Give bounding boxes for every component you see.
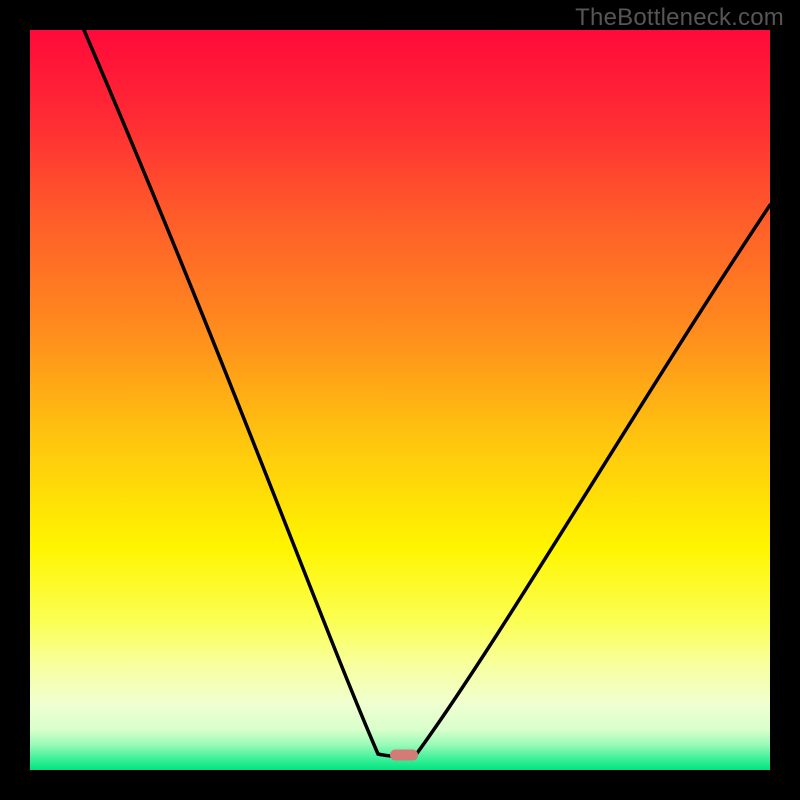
watermark-text: TheBottleneck.com [575,4,784,32]
ideal-marker [390,750,418,761]
plot-background [30,30,770,770]
chart-svg [0,0,800,800]
chart-frame: TheBottleneck.com [0,0,800,800]
